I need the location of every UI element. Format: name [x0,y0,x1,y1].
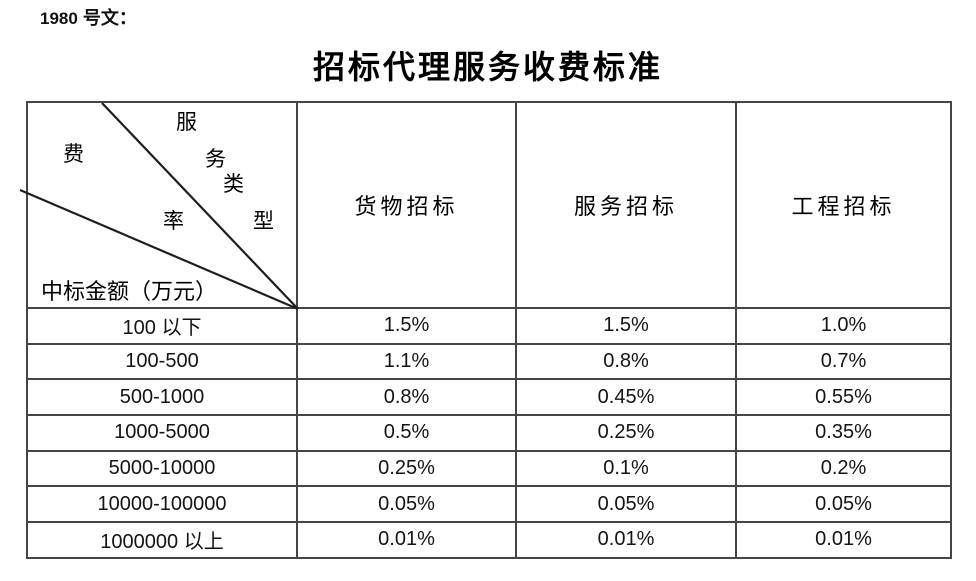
page-title: 招标代理服务收费标准 [312,49,663,85]
fee-value: 0.25% [296,449,517,488]
fee-value: 0.01% [735,521,952,559]
fee-value: 0.8% [296,378,517,417]
fee-value: 0.45% [515,378,737,417]
table-row: 1000000 以上 0.01% 0.01% 0.01% [26,521,952,559]
fee-value: 0.55% [735,378,952,417]
fee-value: 0.1% [515,449,737,488]
corner-amount-label: 中标金额（万元） [41,279,218,304]
fee-value: 1.0% [735,307,952,345]
table-row: 10000-100000 0.05% 0.05% 0.05% [26,485,952,524]
corner-rate-char-1: 费 [63,142,84,166]
column-header-goods: 货物招标 [296,101,517,309]
corner-type-char-2: 务 [205,147,226,171]
row-label: 1000-5000 [26,414,298,452]
fee-value: 1.1% [296,342,517,381]
column-header-works: 工程招标 [735,101,952,309]
diagonal-corner-cell: 服 务 类 型 费 率 中标金额（万元） [19,101,299,311]
row-label: 10000-100000 [26,485,298,524]
table-row: 100-500 1.1% 0.8% 0.7% [26,342,952,381]
row-label: 1000000 以上 [26,521,298,559]
corner-type-char-4: 型 [253,209,274,233]
table-row: 5000-10000 0.25% 0.1% 0.2% [26,449,952,488]
table-row: 1000-5000 0.5% 0.25% 0.35% [26,414,952,452]
row-label: 100 以下 [26,307,298,345]
fee-value: 0.01% [296,521,517,559]
fee-value: 0.8% [515,342,737,381]
fee-value: 1.5% [296,307,517,345]
doc-reference: 1980 号文： [40,4,137,30]
table-row: 100 以下 1.5% 1.5% 1.0% [26,307,952,345]
fee-value: 0.01% [515,521,737,559]
fee-value: 0.05% [735,485,952,524]
fee-value: 1.5% [515,307,737,345]
table-row: 500-1000 0.8% 0.45% 0.55% [26,378,952,417]
diagonal-line-lower [19,188,299,311]
fee-value: 0.05% [515,485,737,524]
doc-number: 1980 [40,9,78,28]
corner-rate-char-2: 率 [163,209,184,233]
fee-value: 0.25% [515,414,737,452]
fee-value: 0.2% [735,449,952,488]
fee-value: 0.05% [296,485,517,524]
diagonal-lines [19,102,299,311]
row-label: 500-1000 [26,378,298,417]
diagonal-line-upper [101,102,299,310]
corner-type-char-1: 服 [176,110,197,134]
row-label: 100-500 [26,342,298,381]
fee-value: 0.7% [735,342,952,381]
fee-standard-table: 服 务 类 型 费 率 中标金额（万元） 货物招标 服务招标 工程招标 100 … [19,101,952,559]
fee-value: 0.5% [296,414,517,452]
doc-number-suffix: 号文： [82,8,137,28]
row-label: 5000-10000 [26,449,298,488]
fee-value: 0.35% [735,414,952,452]
column-header-services: 服务招标 [515,101,737,309]
header-row: 服 务 类 型 费 率 中标金额（万元） 货物招标 服务招标 工程招标 [19,101,952,311]
diagonal-corner-content: 服 务 类 型 费 率 中标金额（万元） [19,102,299,311]
corner-type-char-3: 类 [223,172,244,196]
